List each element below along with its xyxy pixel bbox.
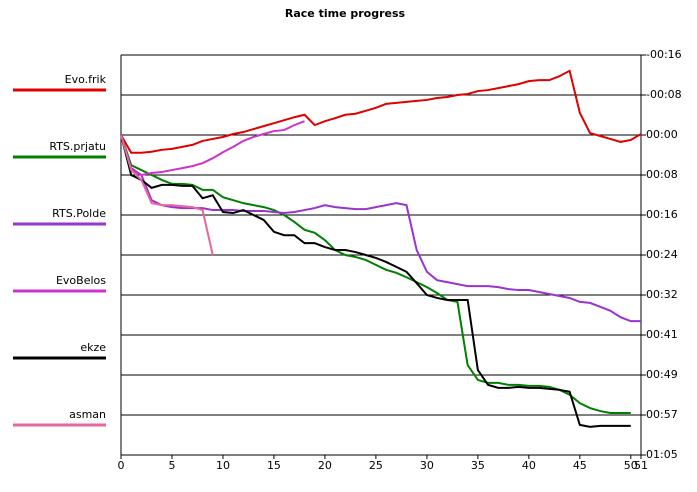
y-tick-label: 00:49 bbox=[646, 368, 678, 381]
x-tick-label: 5 bbox=[168, 459, 175, 472]
x-tick-label: 45 bbox=[573, 459, 587, 472]
y-tick-label: 00:00 bbox=[646, 128, 678, 141]
legend-label: ekze bbox=[80, 341, 106, 354]
x-tick-label: 20 bbox=[318, 459, 332, 472]
legend-label: RTS.prjatu bbox=[49, 140, 106, 153]
y-tick-label: 00:08 bbox=[646, 168, 678, 181]
series-line bbox=[120, 134, 631, 415]
series-line bbox=[120, 134, 641, 323]
y-tick-label: 01:05 bbox=[646, 448, 678, 461]
y-tick-label: -00:16 bbox=[646, 48, 682, 61]
legend-label: Evo.frik bbox=[65, 73, 107, 86]
y-tick-label: 00:32 bbox=[646, 288, 678, 301]
series-line bbox=[120, 69, 642, 154]
x-tick-label: 25 bbox=[369, 459, 383, 472]
legend-label: EvoBelos bbox=[56, 274, 106, 287]
x-tick-label: 40 bbox=[522, 459, 536, 472]
y-tick-label: 00:24 bbox=[646, 248, 678, 261]
x-tick-label: 51 bbox=[634, 459, 648, 472]
series-line bbox=[120, 134, 631, 428]
y-tick-label: 00:41 bbox=[646, 328, 678, 341]
x-tick-label: 35 bbox=[471, 459, 485, 472]
x-tick-label: 10 bbox=[216, 459, 230, 472]
x-tick-label: 15 bbox=[267, 459, 281, 472]
x-tick-label: 30 bbox=[420, 459, 434, 472]
series-line bbox=[120, 134, 214, 256]
y-tick-label: 00:16 bbox=[646, 208, 678, 221]
legend-label: RTS.Polde bbox=[52, 207, 106, 220]
x-tick-label: 0 bbox=[118, 459, 125, 472]
chart-title: Race time progress bbox=[285, 7, 406, 20]
y-tick-label: -00:08 bbox=[646, 88, 682, 101]
y-tick-label: 00:57 bbox=[646, 408, 678, 421]
legend-label: asman bbox=[69, 408, 106, 421]
series-line bbox=[120, 120, 305, 177]
x-tick-label: 50 bbox=[624, 459, 638, 472]
